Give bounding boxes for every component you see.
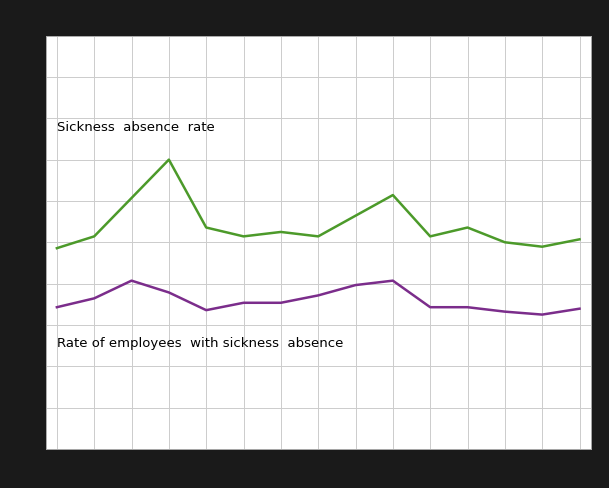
Text: Rate of employees  with sickness  absence: Rate of employees with sickness absence <box>57 336 343 349</box>
Text: Sickness  absence  rate: Sickness absence rate <box>57 121 214 134</box>
